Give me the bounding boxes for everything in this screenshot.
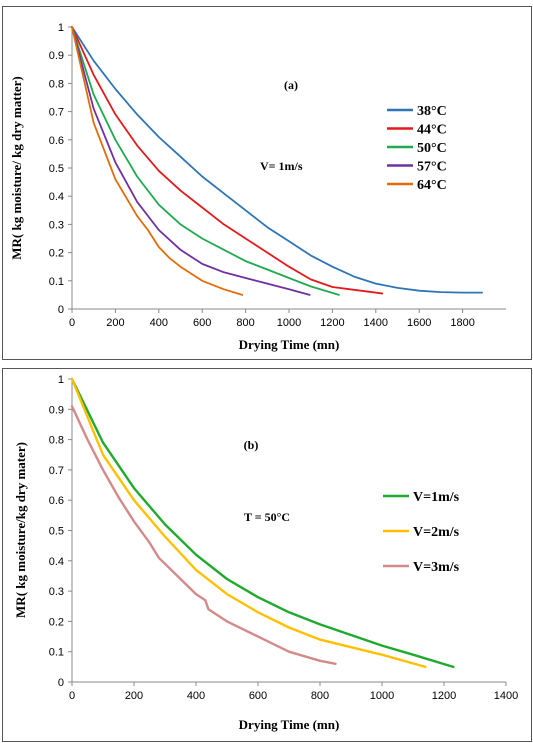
y-tick-label: 1 (58, 374, 64, 386)
x-tick-label: 400 (187, 690, 205, 702)
x-tick-label: 1800 (450, 317, 474, 329)
panel-label: (a) (284, 78, 298, 92)
x-tick-label: 1200 (320, 317, 344, 329)
series-line-4 (71, 26, 311, 296)
y-tick-label: 0.9 (49, 50, 64, 62)
series-line-3 (70, 405, 337, 665)
series-line-5 (71, 26, 244, 296)
legend-label-2: 44°C (417, 123, 447, 138)
x-tick-label: 1000 (370, 690, 394, 702)
y-tick-label: 0.3 (49, 586, 64, 598)
y-tick-label: 0.2 (49, 616, 64, 628)
y-tick-label: 0.7 (49, 465, 64, 477)
y-tick-label: 0.4 (49, 556, 64, 568)
y-tick-label: 0.6 (49, 495, 64, 507)
y-tick-label: 0.3 (49, 219, 64, 231)
chart-panel-b: 0 0.1 0.2 0.3 0.4 0.5 0.6 0.7 0.8 0.9 1 0 200 400 600 8… (2, 368, 532, 742)
y-tick-label: 0.6 (49, 135, 64, 147)
y-tick-label: 0.1 (49, 276, 64, 288)
x-tick-label: 800 (311, 690, 329, 702)
condition-annotation: V= 1m/s (260, 159, 303, 173)
x-tick-label: 1400 (494, 690, 518, 702)
chart-b-svg: 0 0.1 0.2 0.3 0.4 0.5 0.6 0.7 0.8 0.9 1 0 200 400 600 8… (13, 374, 518, 732)
series-line-3 (71, 26, 340, 296)
condition-annotation: T = 50°C (244, 510, 290, 524)
x-tick-label: 800 (236, 317, 254, 329)
legend-label-3: 50°C (417, 141, 447, 156)
x-tick-label: 1200 (432, 690, 456, 702)
x-tick-label: 1600 (407, 317, 431, 329)
x-tick-label: 200 (125, 690, 143, 702)
y-tick-label: 0.1 (49, 647, 64, 659)
legend-label-1: 38°C (417, 104, 447, 119)
x-axis-label: Drying Time (mn) (239, 717, 340, 732)
legend-label-5: 64°C (417, 178, 447, 193)
x-tick-label: 0 (69, 690, 75, 702)
x-tick-label: 600 (193, 317, 211, 329)
chart-panel-a: 0 0.1 0.2 0.3 0.4 0.5 0.6 0.7 0.8 0.9 1 0 200 400 600 8… (2, 6, 532, 360)
x-axis-label: Drying Time (mn) (239, 337, 340, 352)
panel-label: (b) (244, 438, 259, 452)
legend-label-1: V=1m/s (413, 490, 460, 505)
y-tick-label: 0.2 (49, 248, 64, 260)
y-tick-label: 0 (58, 677, 64, 689)
x-tick-label: 1000 (277, 317, 301, 329)
y-tick-label: 1 (58, 22, 64, 34)
y-axis-label: MR( kg moisture/kg dry mater) (13, 442, 28, 618)
chart-a-svg: 0 0.1 0.2 0.3 0.4 0.5 0.6 0.7 0.8 0.9 1 0 200 400 600 8… (9, 22, 506, 352)
y-tick-label: 0.8 (49, 435, 64, 447)
x-tick-label: 0 (69, 317, 75, 329)
y-tick-label: 0.9 (49, 404, 64, 416)
x-tick-label: 400 (150, 317, 168, 329)
series-line-1 (70, 377, 455, 669)
series-line-1 (71, 26, 483, 294)
y-tick-label: 0.5 (49, 526, 64, 538)
legend-label-3: V=3m/s (413, 560, 460, 575)
series-line-2 (71, 26, 384, 295)
x-tick-label: 1400 (364, 317, 388, 329)
series-line-2 (70, 377, 427, 669)
legend-label-2: V=2m/s (413, 525, 460, 540)
y-tick-label: 0.5 (49, 163, 64, 175)
y-tick-label: 0.7 (49, 107, 64, 119)
x-tick-label: 200 (106, 317, 124, 329)
y-axis-label: MR( kg moisture/ kg dry matter) (9, 76, 24, 260)
y-tick-label: 0.4 (49, 191, 64, 203)
x-tick-label: 600 (249, 690, 267, 702)
legend-label-4: 57°C (417, 160, 447, 175)
y-tick-label: 0 (58, 304, 64, 316)
y-tick-label: 0.8 (49, 78, 64, 90)
